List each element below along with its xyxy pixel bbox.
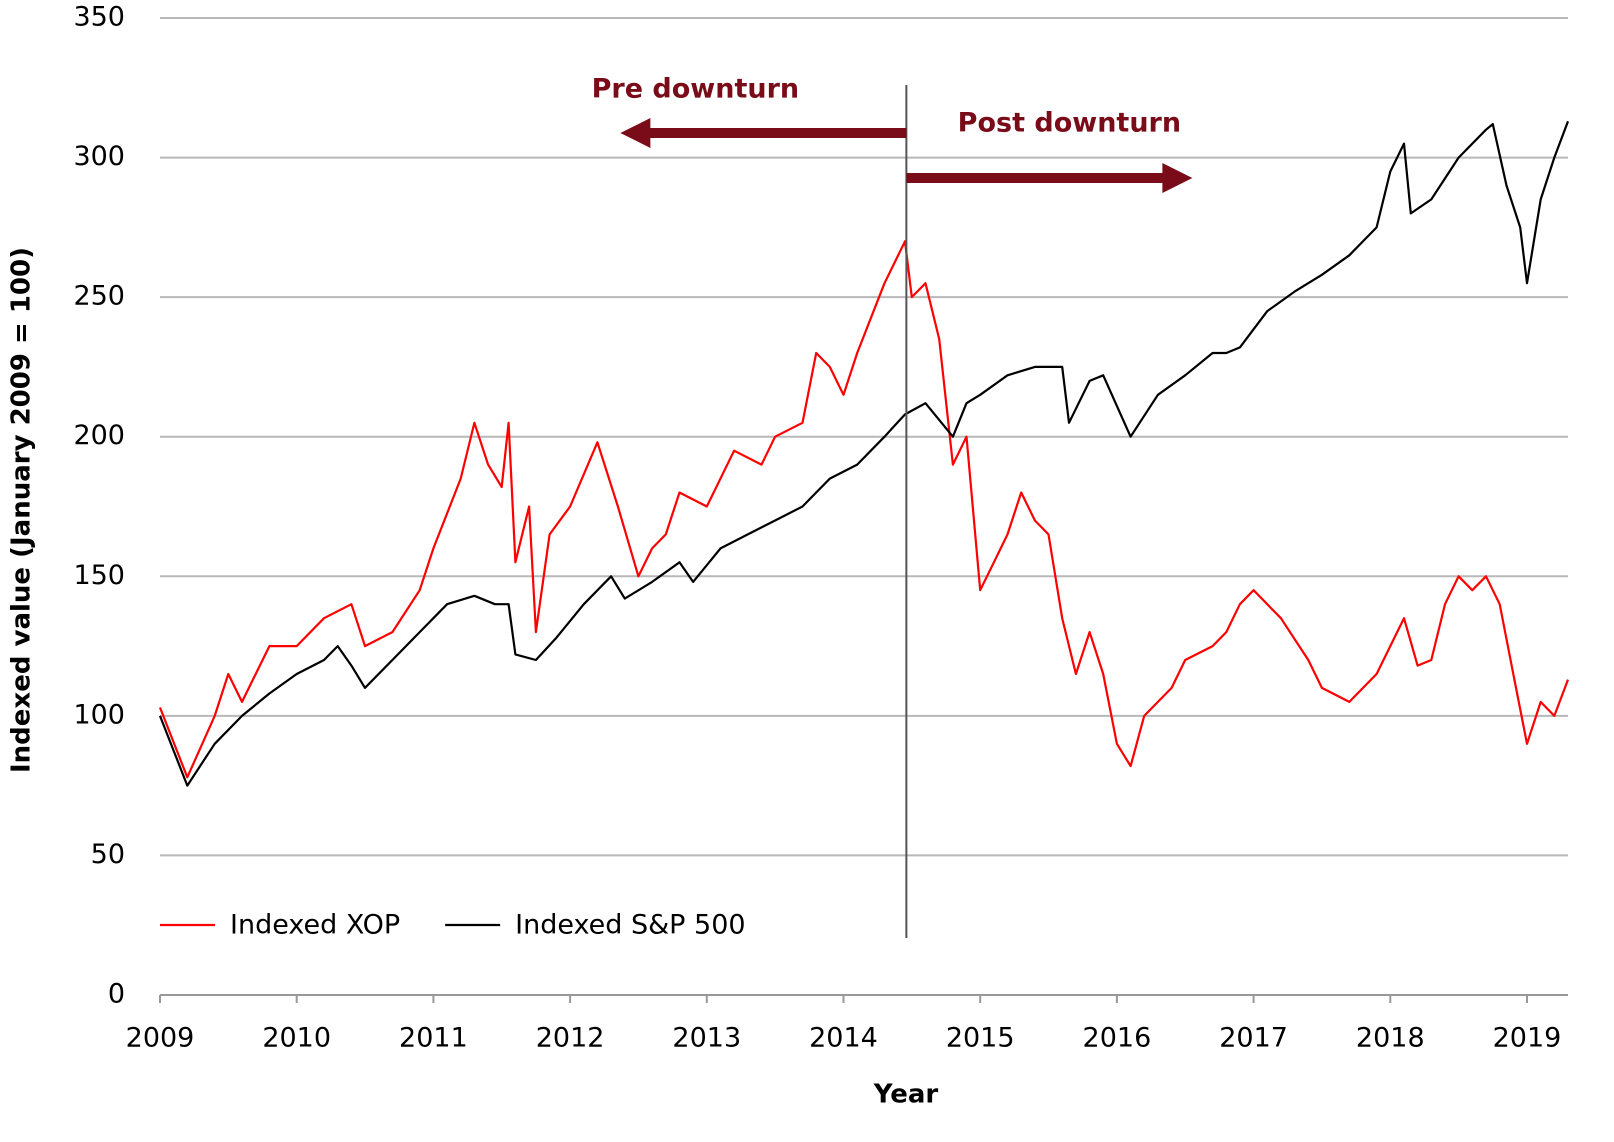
arrow-shaft (906, 173, 1169, 183)
y-tick-label: 350 (73, 2, 125, 33)
series-line (158, 240, 1570, 779)
x-tick-label: 2010 (262, 1023, 331, 1054)
y-tick-label: 200 (73, 420, 125, 451)
x-tick-label: 2016 (1083, 1023, 1152, 1054)
y-tick-label: 0 (108, 979, 125, 1010)
x-tick-label: 2015 (946, 1023, 1015, 1054)
x-tick-label: 2019 (1493, 1023, 1562, 1054)
annotation: Pre downturn (592, 74, 800, 105)
x-axis-title: Year (873, 1080, 939, 1110)
y-tick-label: 50 (91, 839, 125, 870)
x-tick-label: 2012 (536, 1023, 605, 1054)
legend-label: Indexed XOP (230, 910, 400, 941)
x-tick-label: 2013 (672, 1023, 741, 1054)
arrow-shaft (644, 128, 907, 138)
y-tick-label: 150 (73, 560, 125, 591)
annotation: Post downturn (958, 108, 1181, 139)
x-tick-label: 2014 (809, 1023, 878, 1054)
x-tick-label: 2009 (126, 1023, 195, 1054)
x-tick-label: 2018 (1356, 1023, 1425, 1054)
legend-label: Indexed S&P 500 (515, 910, 745, 941)
y-tick-label: 300 (73, 141, 125, 172)
y-tick-label: 250 (73, 281, 125, 312)
x-tick-label: 2011 (399, 1023, 468, 1054)
series-line (158, 120, 1570, 787)
x-tick-label: 2017 (1219, 1023, 1288, 1054)
y-axis-title: Indexed value (January 2009 = 100) (7, 247, 37, 773)
y-tick-label: 100 (73, 699, 125, 730)
arrow-head (620, 118, 651, 148)
arrow-head (1162, 163, 1193, 193)
